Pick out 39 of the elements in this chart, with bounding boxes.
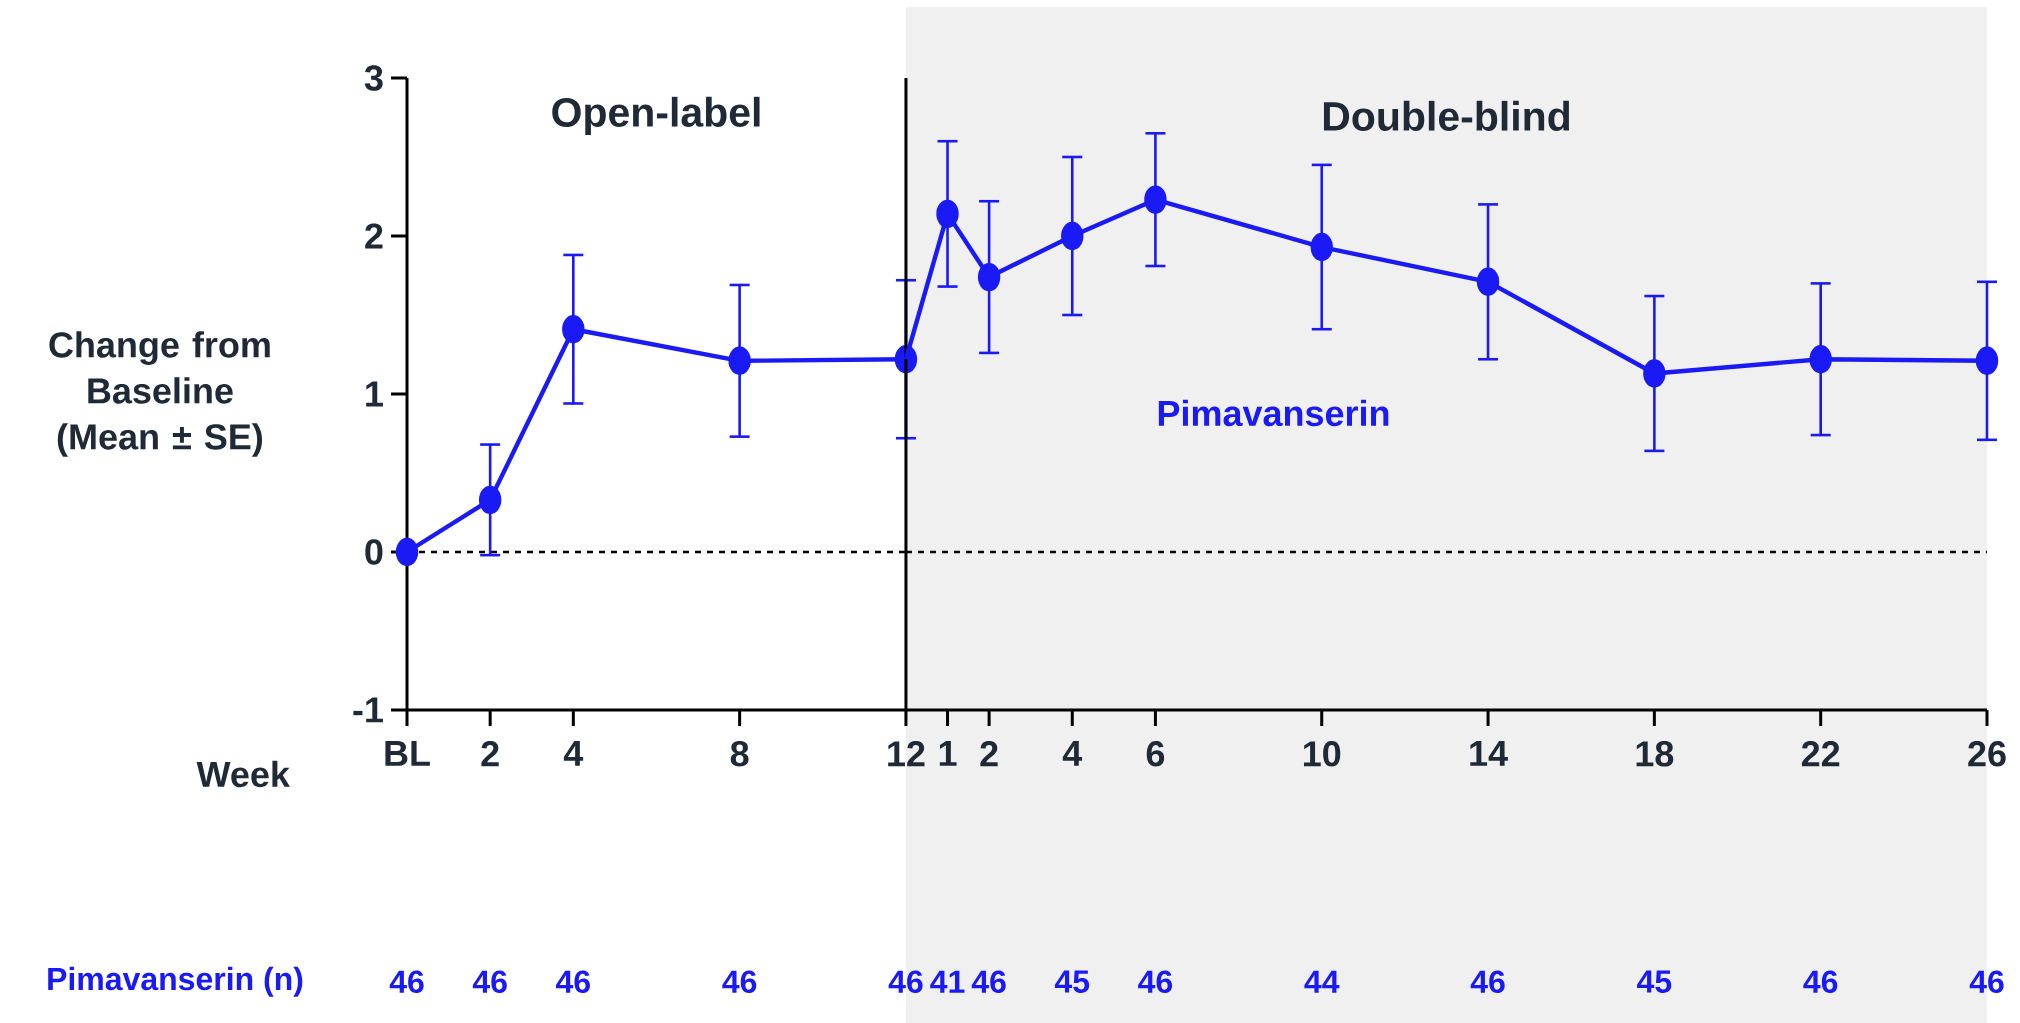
y-tick-label: 1 — [366, 381, 383, 407]
x-tick-label: 8 — [730, 741, 749, 767]
x-tick-label: 2 — [481, 741, 499, 767]
text: 46 — [1470, 970, 1505, 994]
text: Pimavanserin — [1158, 399, 1389, 427]
text: Pimavanserin (n) — [48, 966, 303, 997]
y-tick-label: 0 — [365, 539, 383, 565]
text: 46 — [555, 970, 590, 994]
text: 46 — [971, 970, 1006, 994]
x-tick-label: 22 — [1801, 741, 1840, 767]
x-tick-label: 2 — [980, 741, 998, 767]
x-tick-label: 18 — [1636, 741, 1674, 767]
x-tick-label: 4 — [1062, 741, 1083, 766]
x-tick-label: BL — [385, 741, 430, 766]
y-tick-label: 2 — [365, 223, 383, 249]
x-tick-label: 1 — [939, 741, 957, 766]
x-tick-label: 14 — [1470, 741, 1508, 766]
text: 46 — [888, 970, 923, 994]
y-axis-title: Change from Baseline (Mean ± SE) — [49, 331, 270, 457]
x-tick-label: 6 — [1146, 741, 1165, 767]
x-tick-label: 10 — [1303, 741, 1341, 767]
text: 46 — [1969, 970, 2004, 994]
text: 46 — [1138, 970, 1173, 994]
x-tick-label: 26 — [1968, 741, 2006, 767]
text: 44 — [1304, 970, 1340, 993]
text: 45 — [1637, 970, 1672, 993]
annotation: Open-label — [552, 96, 760, 136]
annotation: Double-blind — [1323, 100, 1570, 131]
x-axis-title: Week — [196, 760, 290, 788]
text: 46 — [472, 970, 507, 994]
x-tick-label: 12 — [888, 741, 925, 767]
x-tick-label: 4 — [563, 741, 584, 766]
text: 45 — [1054, 970, 1090, 993]
text: 46 — [389, 970, 424, 994]
y-tick-label: 3 — [364, 65, 383, 91]
text: 46 — [722, 970, 757, 994]
text: 46 — [1803, 970, 1838, 994]
y-tick-label: -1 — [353, 697, 383, 723]
text: 41 — [930, 970, 965, 993]
